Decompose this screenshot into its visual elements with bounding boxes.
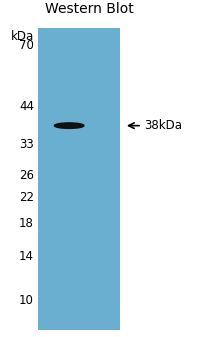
Text: 70: 70 (19, 39, 34, 52)
Text: 26: 26 (19, 169, 34, 182)
Text: 22: 22 (19, 191, 34, 204)
Text: 38kDa: 38kDa (143, 119, 181, 132)
Bar (38, 28, 119, 330)
Text: 18: 18 (19, 217, 34, 230)
Ellipse shape (54, 123, 83, 128)
Text: 10: 10 (19, 294, 34, 307)
Text: 33: 33 (19, 137, 34, 151)
Text: Western Blot: Western Blot (44, 2, 133, 16)
Text: kDa: kDa (11, 30, 34, 43)
Text: 14: 14 (19, 250, 34, 263)
Text: 44: 44 (19, 100, 34, 113)
